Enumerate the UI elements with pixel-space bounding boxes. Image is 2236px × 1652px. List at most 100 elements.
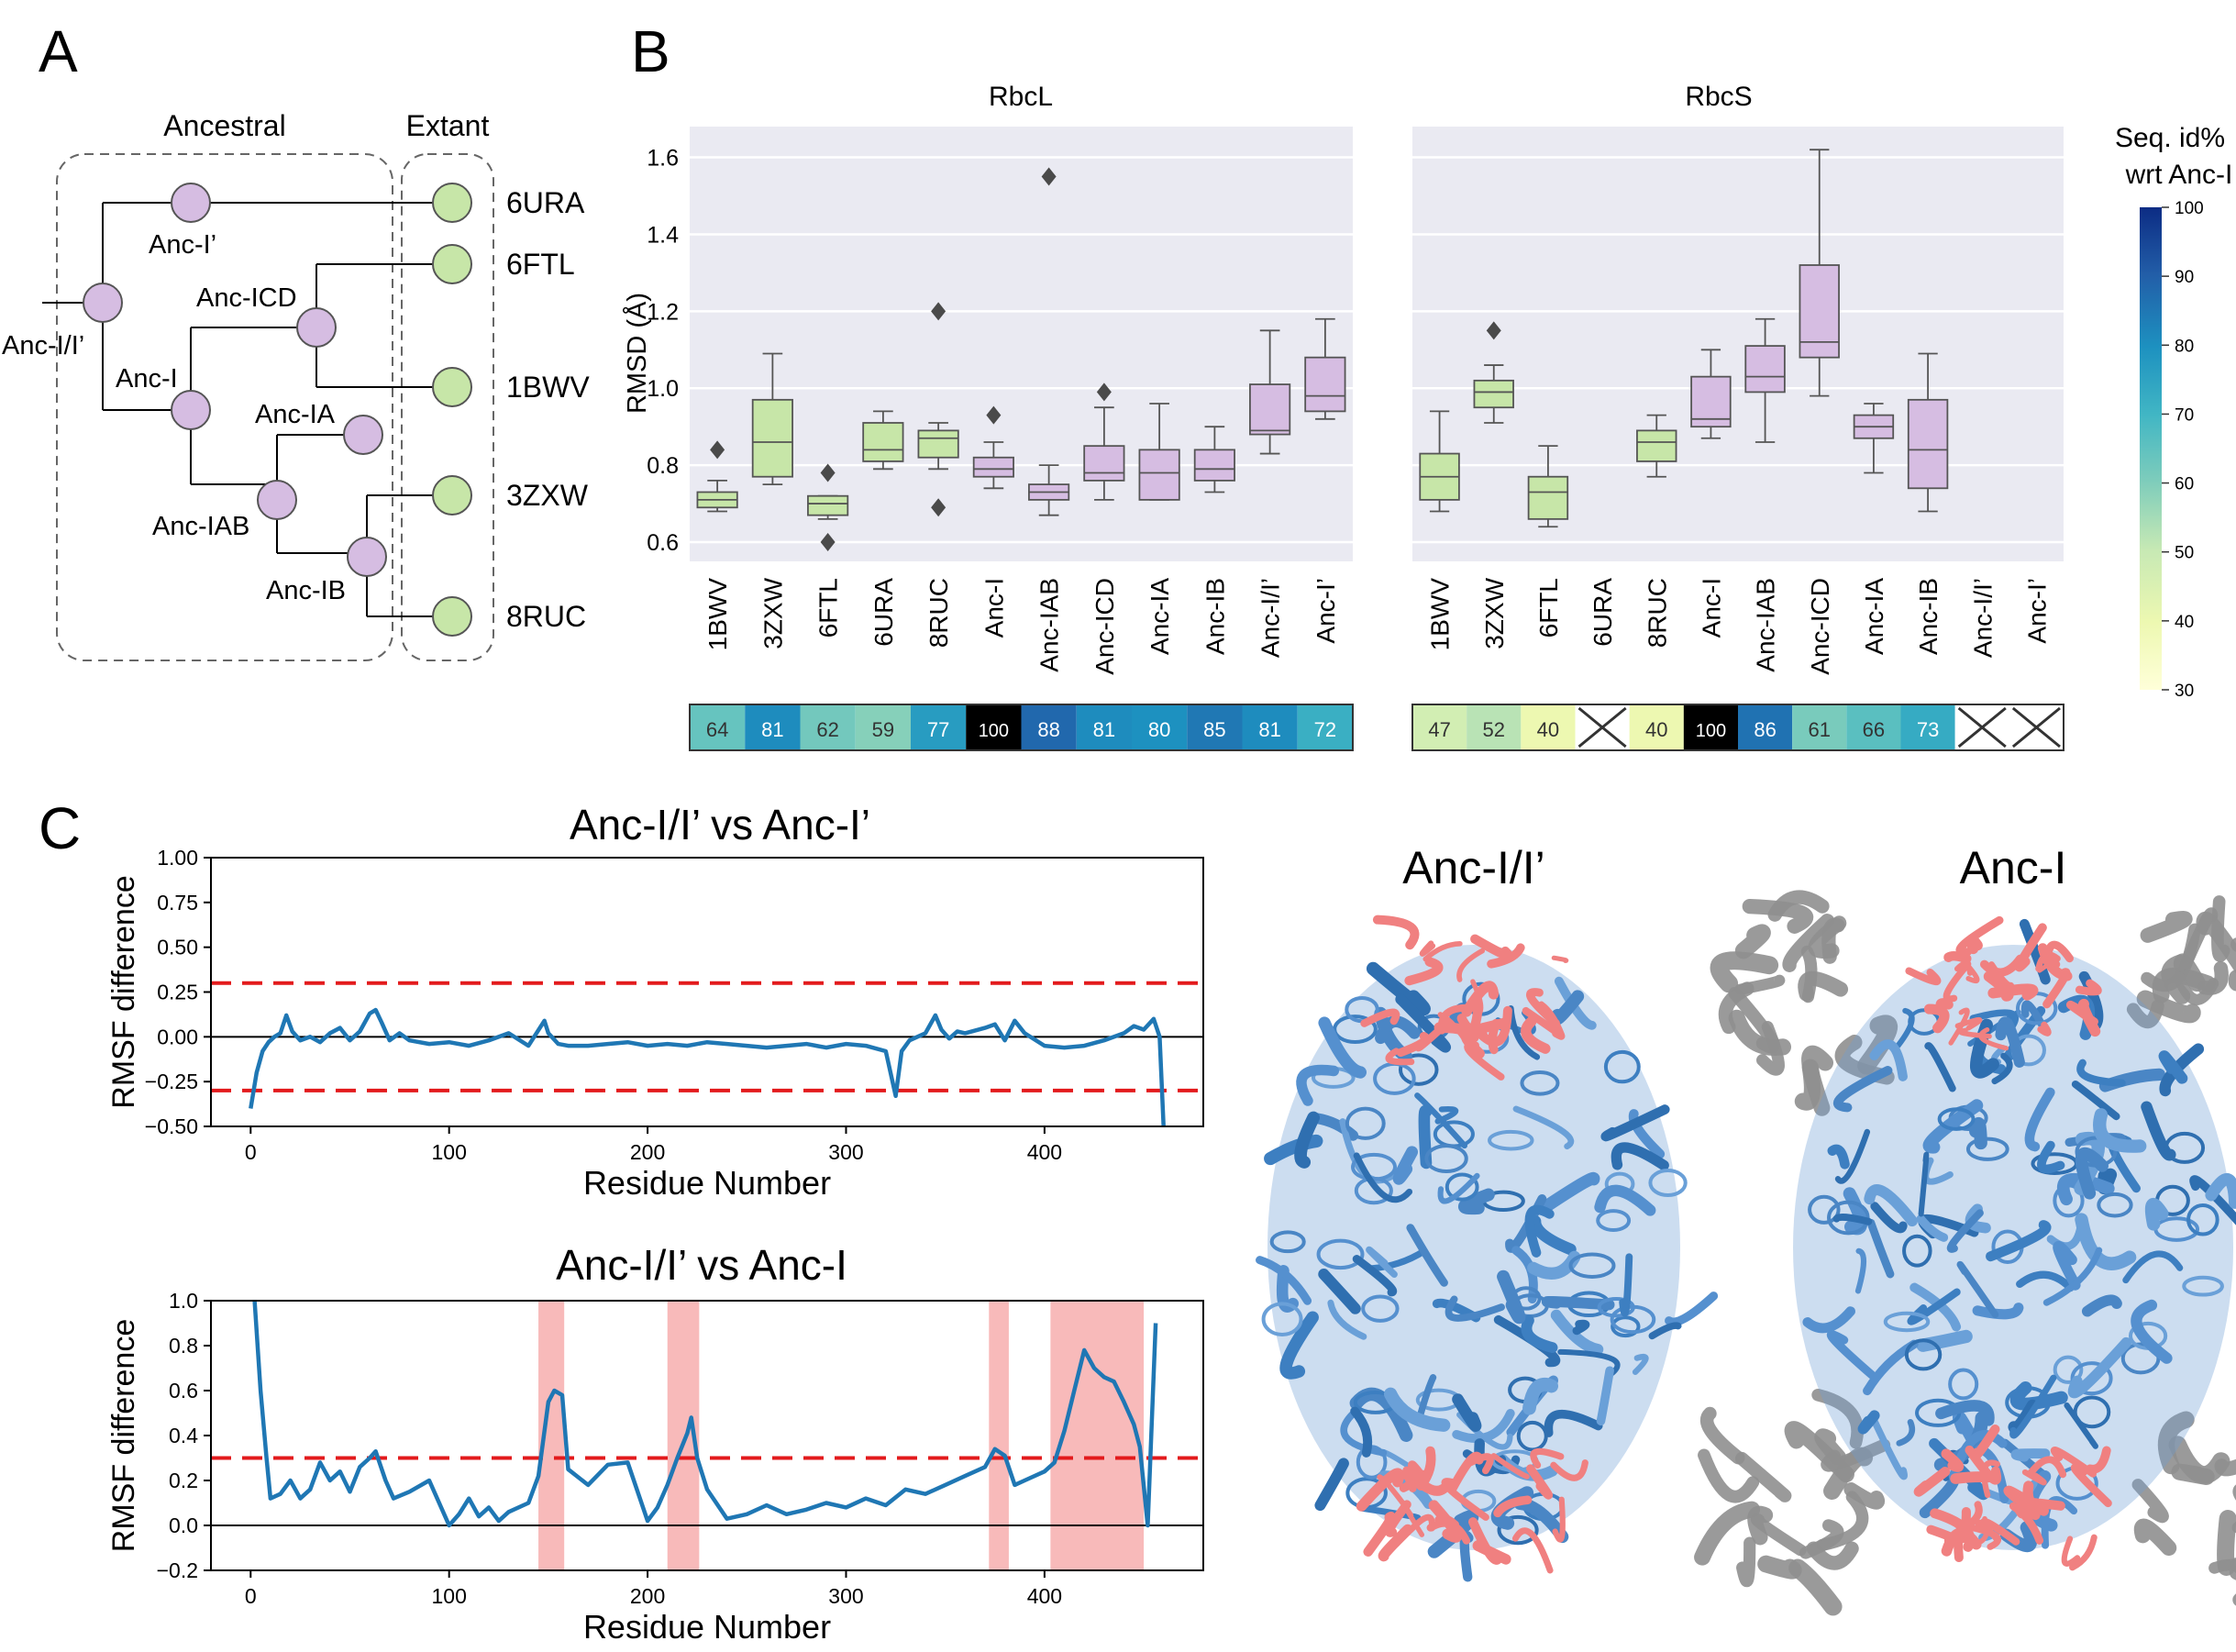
structure-strand	[1540, 1171, 1600, 1213]
structure-domain-strand	[1419, 940, 1436, 957]
box	[972, 456, 1014, 478]
structure-strand	[1296, 1064, 1340, 1106]
box	[1907, 398, 1949, 490]
structure-strand	[1802, 1306, 1855, 1334]
structure-strand	[1935, 1400, 1995, 1426]
structure-domain-strand	[2014, 923, 2047, 972]
structure-domain-strand	[1404, 957, 1444, 986]
y-tick-label: 0.50	[157, 936, 198, 959]
y-tick-label: 0.8	[169, 1334, 198, 1358]
structure-domain-strand	[1468, 1517, 1504, 1565]
box	[1473, 379, 1514, 409]
colorbar-tick-label: 60	[2175, 475, 2194, 494]
structure-helix	[2073, 1395, 2111, 1429]
structure-domain-strand	[1456, 1003, 1483, 1034]
rmsf-series-line	[249, 1007, 1166, 1127]
seq-id-cell	[1412, 704, 1467, 750]
structure-domain-strand	[1525, 1464, 1554, 1500]
structure-strand	[1916, 1214, 1949, 1242]
structure-strand	[1350, 1406, 1373, 1458]
structure-domain-strand	[2037, 943, 2073, 981]
seq-id-value: 73	[1917, 718, 1939, 741]
structure-strand	[1632, 1353, 1649, 1375]
box	[862, 422, 904, 462]
node-label: Anc-IA	[255, 400, 336, 429]
structure-domain-strand	[1422, 941, 1463, 962]
structure-domain-strand	[1530, 1447, 1565, 1469]
structure-strand	[1352, 1255, 1398, 1297]
x-tick-label: 3ZXW	[1480, 577, 1509, 649]
rmsf-plot-anc-i-prime: −0.50 −0.25 0.00 0.25 0.50 0.75 1.00 0 100 200 300…	[106, 846, 1204, 1202]
structure-strand	[1264, 1134, 1323, 1166]
structure-domain-strand	[1957, 954, 1980, 984]
seq-id-cell	[966, 704, 1022, 750]
structure-domain-strand	[1414, 1025, 1445, 1052]
structure-strand	[2024, 1087, 2055, 1152]
structure-strand	[2122, 1250, 2184, 1284]
x-tick-label: Anc-I	[980, 578, 1008, 638]
ancestral-box	[56, 153, 393, 661]
seq-id-value: 88	[1037, 718, 1059, 741]
seq-id-row	[1411, 704, 2064, 751]
x-tick-label: Anc-ICD	[1090, 578, 1119, 675]
seq-id-value: 100	[1696, 721, 1726, 741]
node-anc-ia	[343, 415, 383, 455]
structure-helix	[1345, 1106, 1386, 1140]
box	[1304, 356, 1346, 413]
y-tick-label: 1.00	[157, 846, 198, 870]
structure-strand	[1756, 1021, 1785, 1076]
x-tick-label: 0	[245, 1140, 257, 1164]
structure-strand	[2042, 1247, 2103, 1306]
structure-helix	[2070, 1361, 2113, 1396]
y-tick-label: 0.8	[647, 453, 679, 479]
seq-id-cell	[1242, 704, 1298, 750]
structure-domain-strand	[2022, 1480, 2041, 1514]
x-tick-label: 100	[431, 1584, 466, 1608]
structure-strand	[1909, 1282, 1962, 1332]
structure-strand	[1946, 1209, 1984, 1253]
x-tick-label: 200	[630, 1140, 665, 1164]
x-tick-label: Anc-IA	[1860, 578, 1888, 655]
extant-label: Extant	[406, 109, 490, 142]
colorbar-tick-label: 100	[2175, 199, 2204, 218]
structure-strand	[1383, 1387, 1451, 1432]
plot-area	[1412, 127, 2064, 561]
box	[1083, 445, 1125, 482]
structure-strand	[2053, 1241, 2081, 1291]
node-anc-iab	[257, 480, 297, 520]
structure-strand	[1784, 1421, 1854, 1483]
structure-strand	[1544, 1409, 1603, 1437]
structure-strand	[1734, 1451, 1792, 1502]
seq-id-value: 66	[1863, 718, 1885, 741]
structure-strand	[2131, 1479, 2169, 1524]
structure-domain-strand	[1470, 934, 1513, 960]
structure-helix	[2053, 1355, 2084, 1384]
leaf-1bwv	[432, 367, 472, 407]
x-tick-label: Anc-IA	[1146, 578, 1174, 655]
seq-id-value: 64	[706, 718, 728, 741]
seq-id-cell	[1792, 704, 1847, 750]
structure-strand	[2205, 1172, 2236, 1209]
structure-helix	[2182, 1275, 2224, 1297]
outlier	[820, 533, 836, 552]
structure-strand	[2046, 1218, 2086, 1250]
structure-strand	[1896, 1419, 1916, 1447]
plot-area	[690, 127, 1353, 561]
structure-strand	[1648, 1322, 1682, 1340]
seq-id-value: 59	[872, 718, 894, 741]
structure-strand	[2208, 1558, 2236, 1574]
structure-helix	[2097, 1192, 2133, 1218]
structure-domain-strand	[1488, 1018, 1500, 1055]
seq-id-value: 40	[1537, 718, 1559, 741]
structure-domain-strand	[1493, 1495, 1533, 1518]
seq-id-cell	[1076, 704, 1132, 750]
structure-strand	[1801, 1045, 1834, 1116]
x-tick-label: Anc-I’	[2022, 578, 2051, 644]
structure-domain-strand	[1905, 967, 1942, 986]
seq-id-cell	[855, 704, 911, 750]
structure-strand	[1452, 1408, 1515, 1443]
colorbar-tick-label: 40	[2175, 613, 2194, 632]
structure-domain-strand	[1372, 915, 1420, 950]
structure-domain-strand	[2086, 1446, 2111, 1474]
leaf-6ftl	[432, 244, 472, 284]
